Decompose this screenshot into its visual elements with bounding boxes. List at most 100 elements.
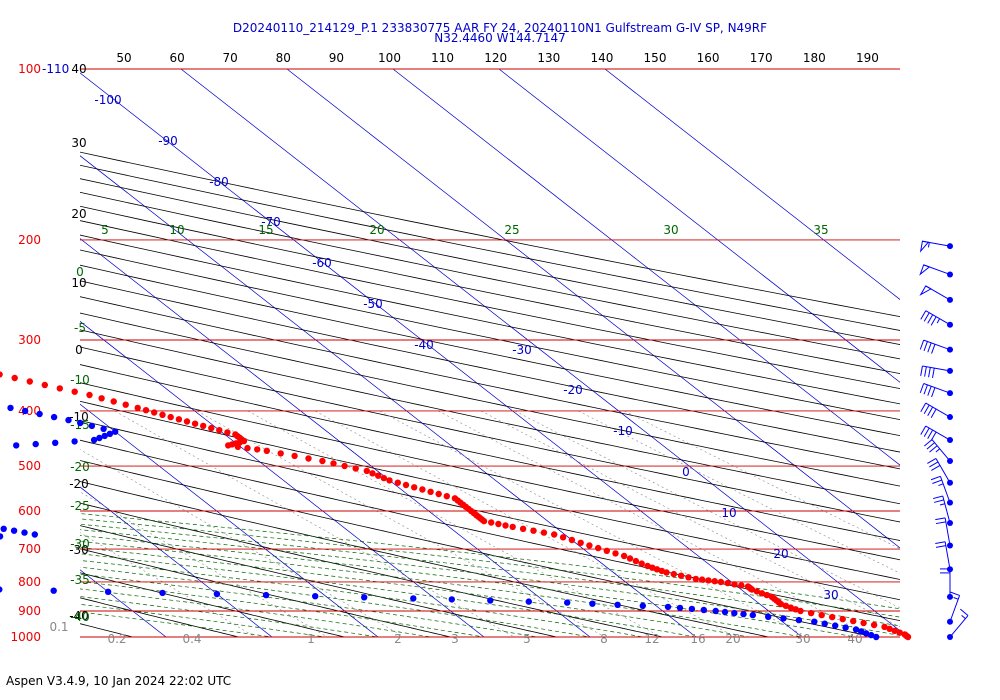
dry-adiabat-line xyxy=(80,420,900,601)
isotherm-line xyxy=(498,69,900,383)
dewpoint-point xyxy=(639,602,646,609)
top-tick-label: 70 xyxy=(223,51,238,65)
moist-adiabat-label: 25 xyxy=(504,223,519,237)
temperature-point xyxy=(530,527,537,534)
top-tick-label: 110 xyxy=(431,51,454,65)
wind-barb xyxy=(919,285,953,303)
dry-adiabat-label: 0 xyxy=(75,343,83,357)
temperature-point xyxy=(200,422,207,430)
dewpoint-point xyxy=(852,626,860,633)
top-tick-label: 120 xyxy=(484,51,507,65)
dry-adiabat-line xyxy=(80,178,900,345)
wind-barb-half-feather xyxy=(938,483,944,487)
wind-barb-staff xyxy=(923,383,951,394)
temperature-point xyxy=(402,481,410,489)
isotherm-label: -10 xyxy=(613,424,633,438)
dry-adiabat-line xyxy=(80,191,900,360)
wind-barb-feather xyxy=(932,368,935,379)
temperature-point xyxy=(638,560,645,567)
mixing-ratio-line xyxy=(379,410,809,637)
wind-barb xyxy=(935,517,953,549)
dewpoint-point xyxy=(159,589,166,597)
temperature-point xyxy=(559,534,567,541)
temperature-point xyxy=(386,477,393,484)
dry-adiabat-line xyxy=(80,382,900,561)
temperature-point xyxy=(870,621,878,629)
wind-barb-feather xyxy=(933,499,944,503)
wind-barb xyxy=(920,402,953,421)
isotherm-label: 10 xyxy=(721,506,736,520)
wind-barb-feather xyxy=(920,402,927,412)
dewpoint-point xyxy=(857,628,865,635)
temperature-point xyxy=(577,539,584,546)
wind-barb-flag xyxy=(919,285,932,296)
temperature-point xyxy=(159,411,166,418)
dewpoint-point xyxy=(740,610,747,618)
top-tick-label: 190 xyxy=(856,51,879,65)
dry-adiabat-line xyxy=(80,205,900,375)
moist-adiabat-line xyxy=(80,547,751,637)
temperature-point xyxy=(829,613,836,621)
dewpoint-point xyxy=(868,631,875,639)
moist-adiabat-line xyxy=(80,573,540,637)
mixing-ratio-label: 20 xyxy=(725,632,740,646)
dry-adiabat-line xyxy=(80,502,665,637)
dewpoint-point xyxy=(749,611,756,619)
temperature-point xyxy=(216,427,223,434)
temperature-point xyxy=(787,604,794,611)
dry-adiabat-line xyxy=(80,525,559,637)
mixing-ratio-line xyxy=(114,410,516,637)
wind-barb-feather xyxy=(927,342,932,353)
temperature-point xyxy=(291,452,298,460)
dewpoint-point xyxy=(564,599,571,606)
dewpoint-point xyxy=(862,630,870,637)
dry-adiabat-line xyxy=(80,572,347,637)
dry-adiabat-line xyxy=(80,312,900,487)
mixing-ratio-line xyxy=(480,410,900,628)
temperature-point xyxy=(167,413,174,421)
temperature-point xyxy=(603,547,610,554)
dewpoint-point xyxy=(262,591,270,599)
temperature-point xyxy=(717,578,725,586)
isotherm-label: -70 xyxy=(261,215,281,229)
moist-adiabat-line xyxy=(80,529,900,636)
top-tick-label: 170 xyxy=(750,51,773,65)
pressure-label: 500 xyxy=(18,459,41,473)
wind-barb-feather xyxy=(923,341,928,352)
wind-barb-feather xyxy=(924,366,927,377)
dewpoint-point xyxy=(71,438,78,445)
temperature-point xyxy=(411,484,418,491)
wind-barb-feather xyxy=(924,439,933,447)
wind-barb-feather xyxy=(935,521,946,525)
moist-adiabat-label: 20 xyxy=(369,223,384,237)
isotherm-line xyxy=(80,155,697,637)
pressure-label: 300 xyxy=(18,333,41,347)
dry-adiabat-label: -10 xyxy=(69,410,89,424)
temperature-point xyxy=(208,424,215,432)
dry-adiabat-label: 40 xyxy=(71,62,86,76)
wind-barb-feather xyxy=(931,344,936,354)
pressure-label-extra: -110 xyxy=(42,62,69,76)
temperature-point xyxy=(568,536,576,544)
mixing-ratio-label: 0.1 xyxy=(49,620,68,634)
dewpoint-point xyxy=(101,432,108,440)
temperature-point xyxy=(191,420,199,427)
wind-barb-staff xyxy=(944,541,951,570)
temperature-point xyxy=(670,570,677,578)
wind-barb-feather xyxy=(927,429,934,439)
moist-adiabat-label: -5 xyxy=(74,321,86,335)
temperature-point xyxy=(224,429,231,436)
temperature-point xyxy=(0,371,3,378)
top-tick-label: 90 xyxy=(329,51,344,65)
moist-adiabat-label: 0 xyxy=(76,265,84,279)
dewpoint-point xyxy=(821,620,828,627)
moist-adiabat-label: -20 xyxy=(70,460,90,474)
temperature-point xyxy=(234,443,242,450)
temperature-point xyxy=(698,576,706,583)
wind-barb xyxy=(920,425,953,444)
wind-barb-feather xyxy=(931,464,941,471)
dewpoint-point xyxy=(100,425,107,432)
dry-adiabat-line xyxy=(80,329,900,505)
top-tick-label: 180 xyxy=(803,51,826,65)
pressure-label: 200 xyxy=(18,233,41,247)
